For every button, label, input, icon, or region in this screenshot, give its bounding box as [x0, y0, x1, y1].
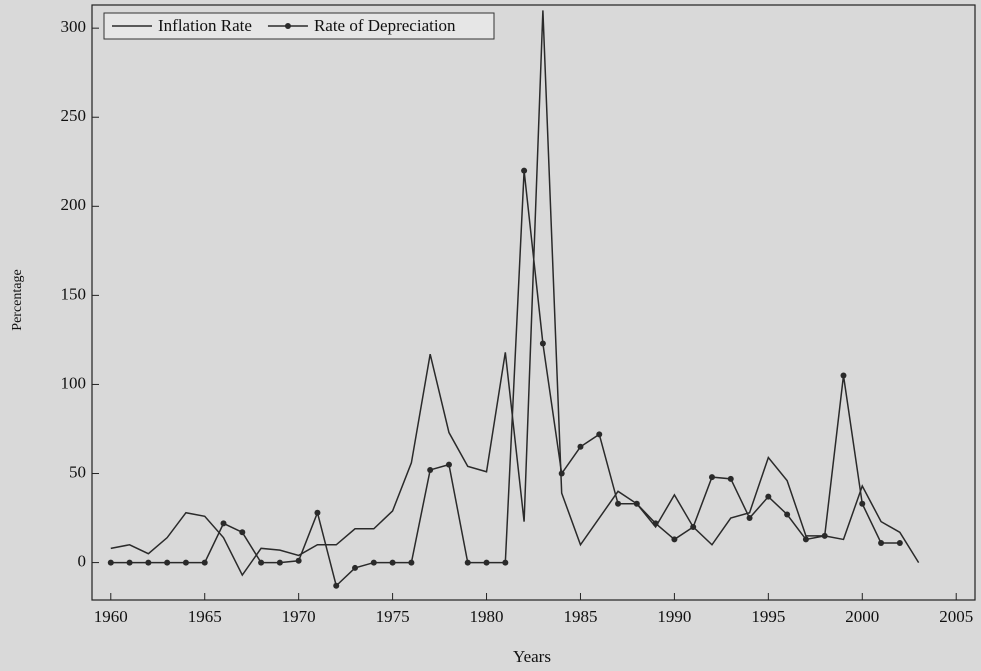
y-tick-label: 250	[61, 106, 87, 125]
x-tick-label: 2005	[939, 607, 973, 626]
series-marker	[427, 466, 434, 473]
series-marker	[671, 536, 678, 543]
series-marker	[539, 340, 546, 347]
series-marker	[389, 559, 396, 566]
series-marker	[859, 500, 866, 507]
x-tick-label: 2000	[845, 607, 879, 626]
series-marker	[558, 470, 565, 477]
x-tick-label: 1985	[563, 607, 597, 626]
series-marker	[464, 559, 471, 566]
series-marker	[164, 559, 171, 566]
series-marker	[201, 559, 208, 566]
series-marker	[445, 461, 452, 468]
series-marker	[577, 443, 584, 450]
series-marker	[596, 431, 603, 438]
series-marker	[408, 559, 415, 566]
series-marker	[708, 474, 715, 481]
y-tick-label: 0	[78, 551, 87, 570]
series-marker	[521, 167, 528, 174]
x-tick-label: 1980	[470, 607, 504, 626]
y-axis-label: Percentage	[10, 269, 25, 330]
legend-marker	[284, 23, 291, 29]
series-marker	[878, 539, 885, 546]
series-marker	[370, 559, 377, 566]
legend-label: Inflation Rate	[158, 16, 252, 35]
series-marker	[652, 520, 659, 527]
series-marker	[258, 559, 265, 566]
x-tick-label: 1965	[188, 607, 222, 626]
series-marker	[633, 500, 640, 507]
x-tick-label: 1975	[376, 607, 410, 626]
series-marker	[690, 523, 697, 530]
series-marker	[239, 529, 246, 536]
series-marker	[295, 557, 302, 564]
x-axis-label: Years	[513, 647, 551, 666]
series-marker	[821, 532, 828, 539]
y-tick-label: 200	[61, 195, 87, 214]
plot-frame	[91, 4, 976, 601]
legend-label: Rate of Depreciation	[314, 16, 456, 35]
series-marker	[107, 559, 114, 566]
series-marker	[727, 475, 734, 482]
series-line	[110, 10, 920, 577]
series-marker	[502, 559, 509, 566]
series-marker	[333, 582, 340, 589]
series-marker	[126, 559, 133, 566]
series-marker	[220, 520, 227, 527]
x-tick-label: 1990	[657, 607, 691, 626]
x-tick-label: 1970	[282, 607, 316, 626]
series-marker	[145, 559, 152, 566]
x-tick-label: 1995	[751, 607, 785, 626]
series-marker	[615, 500, 622, 507]
series-marker	[314, 509, 321, 516]
y-tick-label: 50	[69, 462, 86, 481]
series-marker	[483, 559, 490, 566]
y-tick-label: 300	[61, 17, 87, 36]
series-marker	[352, 564, 359, 571]
y-tick-label: 150	[61, 284, 87, 303]
x-tick-label: 1960	[94, 607, 128, 626]
series-marker	[896, 539, 903, 546]
series-marker	[840, 372, 847, 379]
y-tick-label: 100	[61, 373, 87, 392]
series-marker	[784, 511, 791, 518]
series-marker	[802, 536, 809, 543]
series-marker	[746, 515, 753, 522]
series-marker	[765, 493, 772, 500]
series-marker	[182, 559, 189, 566]
series-marker	[276, 559, 283, 566]
